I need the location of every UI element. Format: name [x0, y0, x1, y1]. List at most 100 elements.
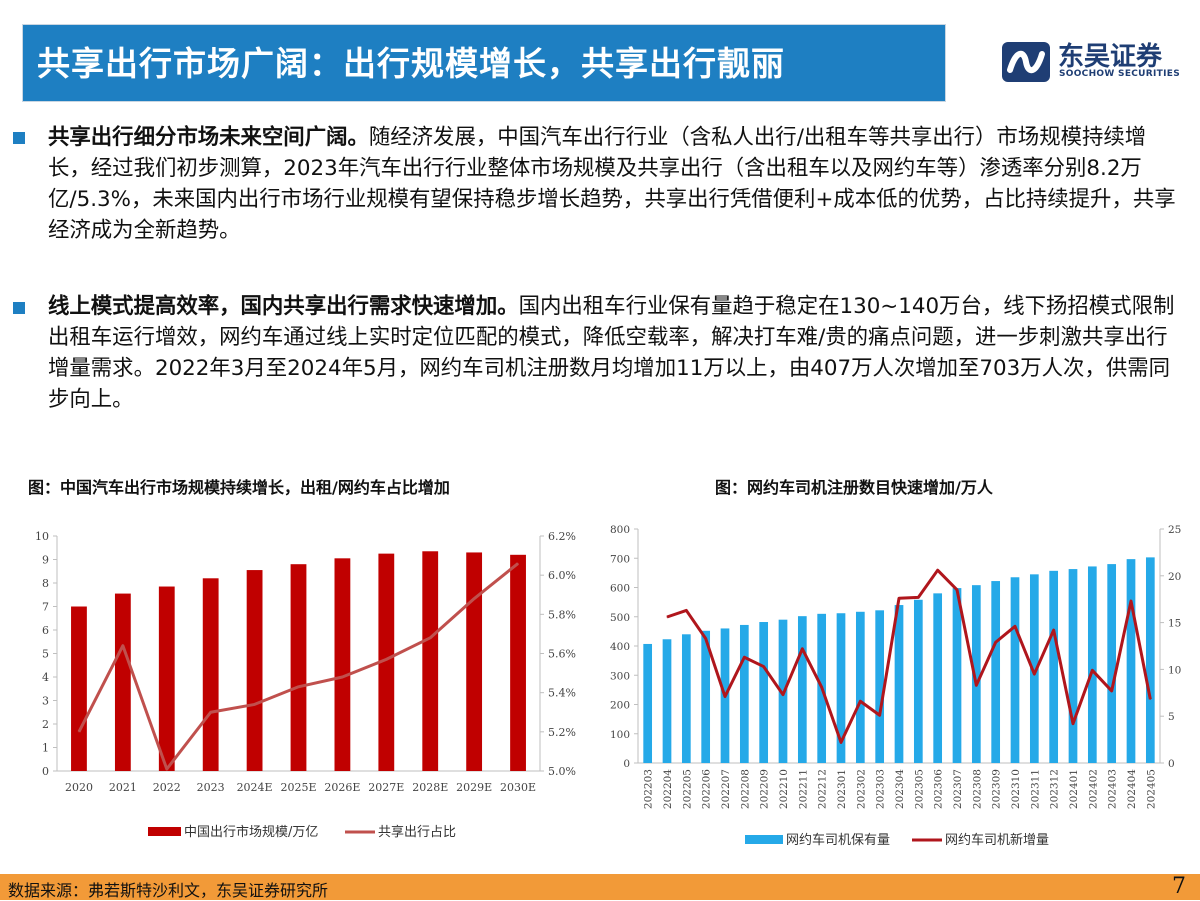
y-left-tick-label: 4: [42, 671, 49, 684]
bar-202305: [913, 599, 923, 763]
bar-2027E: [378, 553, 395, 771]
y-left-tick-label: 2: [42, 718, 49, 731]
y-right-tick-label: 10: [1168, 664, 1181, 676]
bar-202306: [933, 593, 943, 763]
x-tick-label: 202303: [875, 769, 887, 809]
x-tick-label: 202405: [1145, 769, 1157, 809]
x-tick-label: 2021: [109, 781, 137, 794]
line-point: [743, 656, 745, 658]
bar-202205: [681, 634, 691, 763]
y-left-tick-label: 5: [42, 648, 49, 661]
y-left-tick-label: 10: [35, 530, 49, 543]
x-tick-label: 2020: [65, 781, 93, 794]
y-left-tick-label: 3: [42, 695, 49, 708]
x-tick-label: 2025E: [280, 781, 316, 794]
bar-202404: [1126, 559, 1136, 763]
data-source: 数据来源：弗若斯特沙利文，东吴证券研究所: [8, 881, 329, 900]
line-point: [821, 686, 823, 688]
line-point: [1014, 625, 1016, 627]
line-point: [254, 703, 256, 705]
x-tick-label: 202204: [662, 769, 674, 809]
bullet-1-lead: 共享出行细分市场未来空间广阔。: [48, 125, 369, 150]
legend-line-label: 网约车司机新增量: [945, 832, 1049, 848]
bar-202310: [1010, 577, 1020, 763]
line-point: [341, 676, 343, 678]
bar-202302: [855, 611, 865, 763]
x-tick-label: 202305: [913, 769, 925, 809]
bar-2022: [158, 586, 175, 771]
line-point: [685, 609, 687, 611]
y-left-tick-label: 0: [623, 758, 630, 770]
bar-202203: [643, 643, 653, 763]
bar-202403: [1107, 564, 1117, 763]
bullet-paragraph-2: 线上模式提高效率，国内共享出行需求快速增加。国内出租车行业保有量趋于稳定在130…: [48, 291, 1188, 415]
bar-2026E: [334, 558, 351, 771]
x-tick-label: 202209: [759, 769, 771, 809]
bullet-square-icon: [13, 132, 25, 144]
bar-202401: [1068, 569, 1078, 763]
line-point: [879, 714, 881, 716]
legend-line-label: 共享出行占比: [378, 824, 456, 840]
y-right-tick-label: 5.0%: [548, 765, 576, 778]
bar-202405: [1145, 557, 1155, 763]
x-tick-label: 202309: [991, 769, 1003, 809]
x-tick-label: 2027E: [368, 781, 404, 794]
bar-2028E: [422, 551, 439, 771]
y-left-tick-label: 8: [42, 577, 49, 590]
bar-202309: [991, 581, 1001, 763]
y-right-tick-label: 5.4%: [548, 687, 576, 700]
x-tick-label: 202212: [817, 769, 829, 809]
logo-cn-text: 东吴证券: [1058, 42, 1163, 72]
bar-202304: [894, 605, 904, 763]
x-tick-label: 202301: [836, 769, 848, 809]
x-tick-label: 202311: [1029, 769, 1041, 809]
driver-registration-chart: 0 100 200 300 400 500 600 700 800 0 5 10 15 20 25 20220…: [610, 524, 1181, 848]
line-point: [1053, 629, 1055, 631]
y-left-tick-label: 6: [42, 624, 49, 637]
x-tick-label: 2023: [197, 781, 225, 794]
x-tick-label: 202302: [855, 769, 867, 809]
y-right-tick-label: 0: [1168, 758, 1175, 770]
bar-202208: [739, 624, 749, 763]
line-point: [78, 731, 80, 733]
bar-202301: [836, 613, 846, 763]
bar-202209: [759, 622, 769, 763]
y-right-tick-label: 5: [1168, 711, 1175, 723]
x-tick-label: 202203: [643, 769, 655, 809]
y-left-tick-label: 400: [610, 641, 630, 653]
legend-bar-label: 中国出行市场规模/万亿: [184, 824, 318, 840]
x-tick-label: 2022: [153, 781, 181, 794]
bar-202402: [1087, 566, 1097, 763]
bar-2021: [114, 593, 131, 771]
line-point: [840, 741, 842, 743]
bullet-2-lead: 线上模式提高效率，国内共享出行需求快速增加。: [48, 294, 519, 319]
footer-bar: 数据来源：弗若斯特沙利文，东吴证券研究所 7: [0, 874, 1200, 900]
legend-bar-label: 网约车司机保有量: [786, 832, 890, 848]
line-point: [122, 645, 124, 647]
x-tick-label: 202404: [1126, 769, 1138, 809]
line-point: [429, 637, 431, 639]
x-tick-label: 202307: [952, 769, 964, 809]
x-tick-label: 202306: [933, 769, 945, 809]
y-left-tick-label: 600: [610, 583, 630, 595]
bar-202211: [797, 616, 807, 763]
bar-2023: [202, 578, 219, 771]
line-point: [801, 648, 803, 650]
line-point: [705, 638, 707, 640]
x-tick-label: 202206: [701, 769, 713, 809]
line-point: [995, 641, 997, 643]
y-right-tick-label: 25: [1168, 524, 1181, 536]
x-tick-label: 202308: [971, 769, 983, 809]
bullet-square-icon: [13, 302, 25, 314]
y-right-tick-label: 15: [1168, 618, 1181, 630]
market-size-chart: 0 1 2 3 4 5 6 7 8 9 10 5.0% 5.2% 5.4% 5.6% 5.8% 6.0% 6.2%…: [35, 530, 576, 840]
bar-2025E: [290, 564, 307, 771]
y-left-tick-label: 100: [610, 729, 630, 741]
legend-bar-swatch: [745, 835, 783, 844]
bar-202308: [971, 585, 981, 763]
y-left-tick-label: 500: [610, 612, 630, 624]
line-point: [724, 696, 726, 698]
x-tick-label: 202205: [681, 769, 693, 809]
x-tick-label: 202403: [1107, 769, 1119, 809]
x-tick-label: 2030E: [500, 781, 536, 794]
